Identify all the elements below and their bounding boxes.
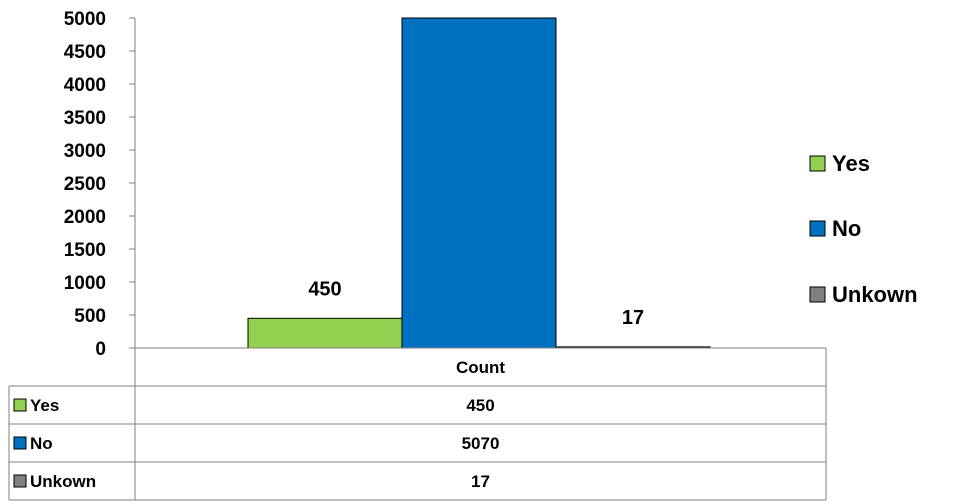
table-row-label: Yes: [30, 396, 59, 415]
y-tick-label: 4500: [64, 42, 106, 63]
table-row-label: No: [30, 434, 53, 453]
y-tick-label: 2500: [64, 174, 106, 195]
legend-key-unkown: [809, 286, 826, 303]
bar-no: [401, 17, 557, 349]
table-legend-key-no: [13, 436, 27, 450]
y-axis-ticks: 0 500 1000 1500 2000 2500 3000 3500 4000 4500 5000: [64, 9, 135, 360]
y-tick-label: 3500: [64, 108, 106, 129]
table-cell-value: 450: [466, 396, 494, 415]
legend: Yes No Unkown: [809, 151, 918, 307]
y-tick-label: 500: [74, 306, 106, 327]
y-tick-label: 1000: [64, 273, 106, 294]
y-tick-label: 0: [95, 339, 106, 360]
legend-key-no: [809, 220, 826, 237]
y-tick-label: 5000: [64, 9, 106, 30]
legend-key-yes: [809, 155, 826, 172]
table-cell-value: 17: [471, 472, 490, 491]
data-table: Count Yes 450 No 5070 Unkown 17: [8, 348, 827, 501]
data-labels: 450 17: [308, 278, 644, 329]
y-tick-label: 3000: [64, 141, 106, 162]
bar-yes: [247, 317, 403, 349]
axes: [134, 18, 826, 349]
legend-label-unkown: Unkown: [832, 282, 918, 307]
table-row-label: Unkown: [30, 472, 96, 491]
data-label-yes: 450: [308, 278, 341, 300]
y-tick-label: 4000: [64, 75, 106, 96]
data-label-unkown: 17: [622, 307, 644, 329]
table-legend-key-yes: [13, 398, 27, 412]
legend-label-no: No: [832, 216, 861, 241]
table-legend-key-unkown: [13, 474, 27, 488]
table-cell-value: 5070: [462, 434, 500, 453]
table-header: Count: [456, 358, 505, 377]
bars: [247, 17, 711, 349]
y-tick-label: 2000: [64, 207, 106, 228]
legend-label-yes: Yes: [832, 151, 870, 176]
y-tick-label: 1500: [64, 240, 106, 261]
